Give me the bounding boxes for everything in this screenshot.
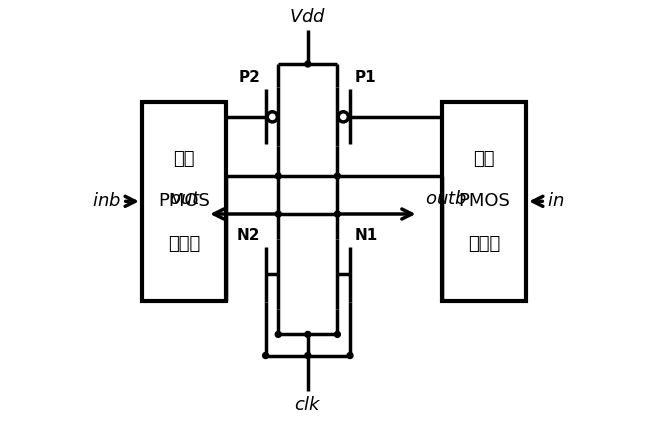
- Text: $\mathit{Vdd}$: $\mathit{Vdd}$: [289, 8, 327, 26]
- Text: N1: N1: [355, 228, 378, 243]
- Circle shape: [275, 173, 281, 179]
- Text: 第二: 第二: [173, 150, 195, 168]
- Circle shape: [275, 211, 281, 217]
- Bar: [142, 102, 226, 300]
- Text: $\mathit{out}$: $\mathit{out}$: [169, 190, 201, 208]
- Circle shape: [267, 112, 277, 122]
- Circle shape: [335, 211, 340, 217]
- Circle shape: [335, 331, 340, 337]
- Circle shape: [275, 331, 281, 337]
- Circle shape: [305, 331, 311, 337]
- Text: 逻辑块: 逻辑块: [168, 235, 200, 253]
- Circle shape: [263, 353, 269, 359]
- Text: $\mathit{clk}$: $\mathit{clk}$: [294, 395, 322, 413]
- Text: PMOS: PMOS: [458, 192, 510, 210]
- Text: 第一: 第一: [473, 150, 495, 168]
- Text: $\mathit{in}$: $\mathit{in}$: [547, 192, 564, 210]
- Circle shape: [305, 61, 311, 67]
- Text: P2: P2: [238, 70, 261, 85]
- Circle shape: [347, 353, 353, 359]
- Text: N2: N2: [237, 228, 261, 243]
- Bar: [442, 102, 526, 300]
- Text: PMOS: PMOS: [158, 192, 210, 210]
- Circle shape: [335, 173, 340, 179]
- Text: $\mathit{outb}$: $\mathit{outb}$: [425, 190, 467, 208]
- Text: 逻辑块: 逻辑块: [468, 235, 500, 253]
- Circle shape: [305, 353, 311, 359]
- Text: P1: P1: [355, 70, 377, 85]
- Circle shape: [338, 112, 349, 122]
- Text: $\mathit{inb}$: $\mathit{inb}$: [92, 192, 121, 210]
